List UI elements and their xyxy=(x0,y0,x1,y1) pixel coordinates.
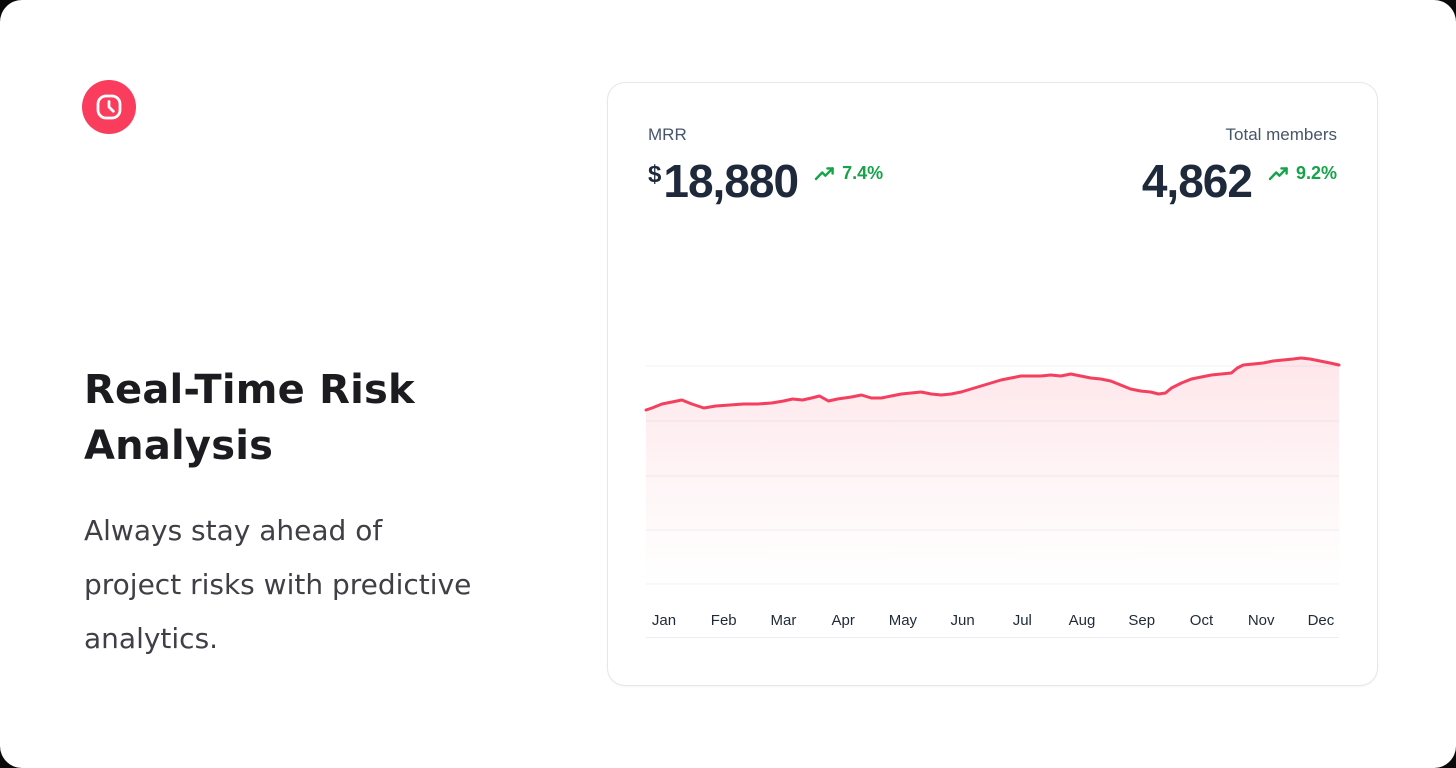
chart-area xyxy=(646,358,1339,584)
x-axis-label: Nov xyxy=(1247,612,1275,629)
chart-line xyxy=(644,356,1341,412)
stat-value: 4,862 xyxy=(1141,155,1253,207)
delta-value: 9.2% xyxy=(1295,163,1337,183)
stat-value-row: $ 18,880 7.4% xyxy=(648,158,883,204)
stat-value: 18,880 xyxy=(663,155,799,207)
hero-section: Real-Time Risk Analysis Always stay ahea… xyxy=(84,362,484,666)
x-axis-label: Jul xyxy=(1012,612,1032,629)
clock-icon-glyph xyxy=(82,80,136,134)
x-axis-label: May xyxy=(888,612,918,629)
x-axis-label: Oct xyxy=(1189,612,1214,629)
stat-label: MRR xyxy=(648,125,687,144)
x-axis-label: Feb xyxy=(710,612,737,629)
chart-svg xyxy=(644,356,1341,584)
x-axis: Jan Feb Mar Apr May Jun Jul Aug Sep Oct Nov Dec xyxy=(646,584,1339,638)
hero-title: Real-Time Risk Analysis xyxy=(84,367,415,469)
currency-symbol: $ xyxy=(648,161,662,188)
x-axis-label: Apr xyxy=(831,612,855,629)
x-axis-label: Dec xyxy=(1307,612,1335,629)
stat-delta: 7.4% xyxy=(814,163,883,184)
trend-up-icon xyxy=(814,166,834,180)
x-axis-label: Sep xyxy=(1128,612,1156,629)
metrics-card: MRR $ 18,880 7.4% Total members xyxy=(607,82,1378,686)
hero-description: Always stay ahead of project risks with … xyxy=(84,514,472,656)
trend-up-icon xyxy=(1268,166,1288,180)
card-header: MRR $ 18,880 7.4% Total members xyxy=(648,125,1337,204)
x-axis-label: Jun xyxy=(950,612,975,629)
stat-mrr: MRR $ 18,880 7.4% xyxy=(648,125,883,204)
x-axis-label: Mar xyxy=(770,612,797,629)
clock-icon xyxy=(82,80,136,134)
stat-value-row: 4,862 9.2% xyxy=(1140,158,1337,204)
x-axis-label: Aug xyxy=(1068,612,1096,629)
stat-delta: 9.2% xyxy=(1268,163,1337,184)
stat-total-members: Total members 4,862 9.2% xyxy=(1140,125,1337,204)
stat-label: Total members xyxy=(1225,125,1337,144)
revenue-chart: Jan Feb Mar Apr May Jun Jul Aug Sep Oct Nov Dec xyxy=(644,351,1341,638)
delta-value: 7.4% xyxy=(842,163,884,183)
x-axis-label: Jan xyxy=(651,612,677,629)
